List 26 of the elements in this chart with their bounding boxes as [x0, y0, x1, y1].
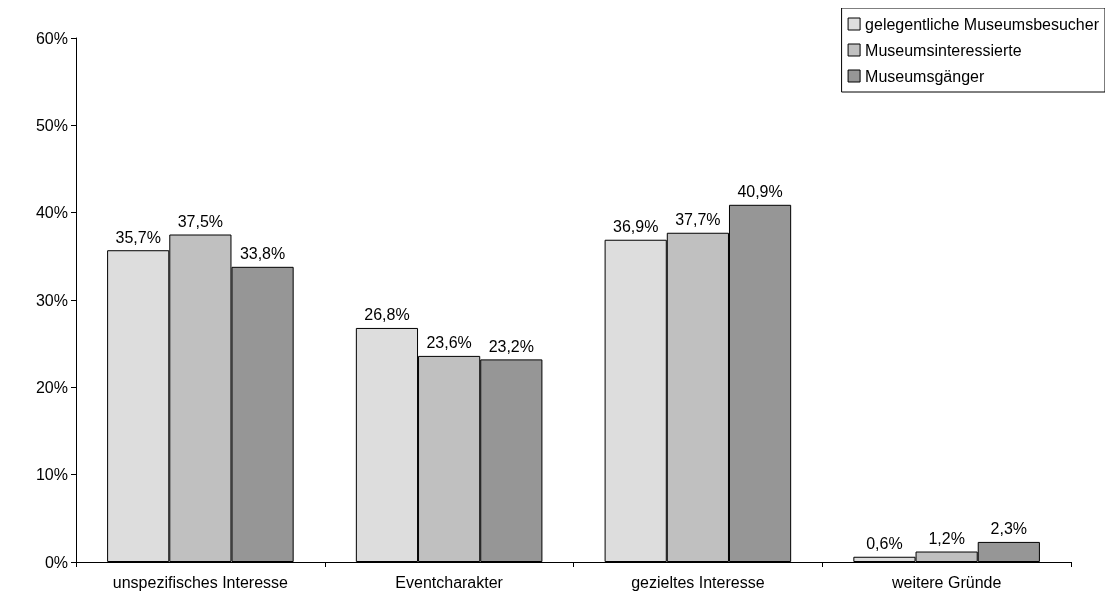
data-label: 37,7%: [675, 211, 721, 229]
data-label: 36,9%: [613, 218, 659, 236]
y-tick-label: 60%: [35, 29, 68, 47]
x-tick-label: weitere Gründe: [890, 573, 1002, 591]
y-tick-label: 20%: [35, 378, 68, 396]
y-tick-label: 50%: [35, 116, 68, 134]
x-tick-label: unspezifisches Interesse: [112, 573, 289, 591]
data-label: 26,8%: [364, 306, 410, 324]
legend-label: Museumsgänger: [865, 67, 985, 85]
legend-label: Museumsinteressierte: [865, 41, 1022, 59]
y-tick-label: 40%: [35, 204, 68, 222]
data-label: 23,6%: [426, 334, 472, 352]
x-tick-label: Eventcharakter: [395, 573, 504, 591]
y-tick-label: 30%: [35, 291, 68, 309]
data-label: 33,8%: [239, 245, 286, 263]
data-label: 37,5%: [177, 213, 224, 230]
data-label: 0,6%: [866, 535, 903, 553]
x-tick-label: gezieltes Interesse: [631, 573, 765, 591]
data-label: 2,3%: [990, 520, 1028, 538]
y-tick-label: 10%: [35, 466, 68, 484]
y-tick-label: 0%: [44, 553, 68, 571]
data-label: 35,7%: [115, 228, 161, 246]
data-label: 40,9%: [737, 183, 783, 201]
data-label: 23,2%: [488, 337, 534, 355]
data-label: 1,2%: [928, 530, 965, 548]
legend-label: gelegentliche Museumsbesucher: [865, 15, 1100, 33]
